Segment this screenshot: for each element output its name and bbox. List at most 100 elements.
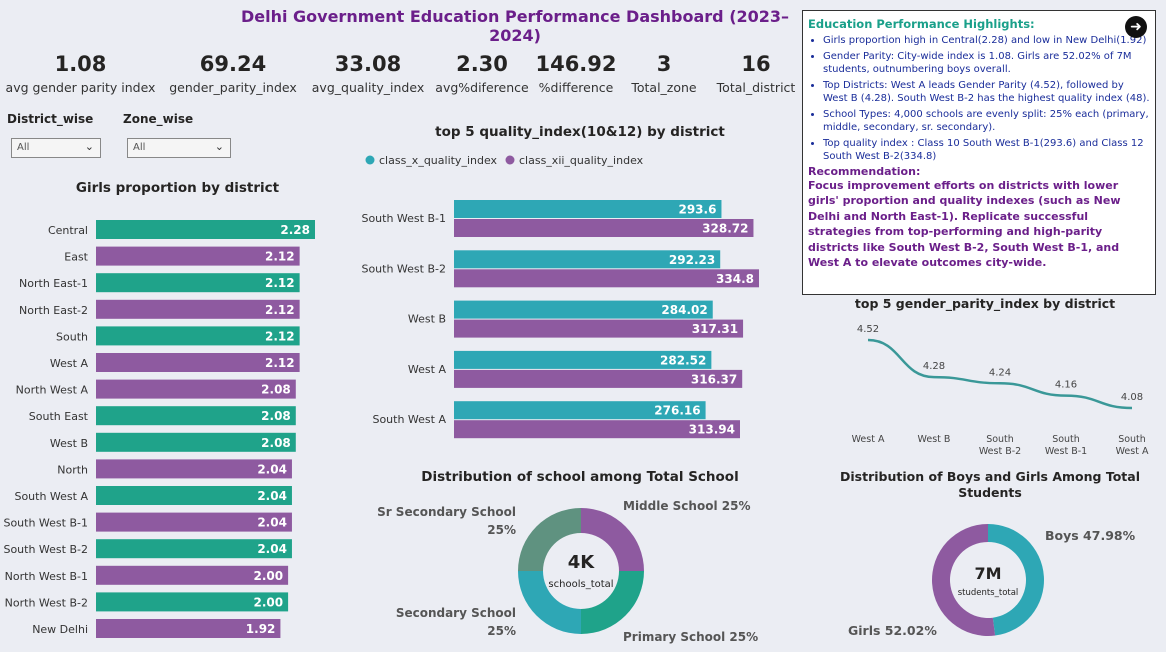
kpi-label: avg gender parity index [5, 80, 156, 95]
highlight-item: School Types: 4,000 schools are evenly s… [823, 108, 1150, 134]
data-label: 2.12 [265, 276, 295, 290]
slice-label: Middle School 25% [623, 499, 750, 513]
category-label: South West A [14, 490, 88, 503]
kpi-total-zone: 3 Total_zone [625, 52, 703, 95]
bar [96, 326, 300, 346]
x-tick-label: South [986, 434, 1014, 445]
bar [96, 246, 300, 266]
category-label: North East-1 [19, 277, 88, 290]
donut-slice [581, 508, 644, 571]
bar [96, 619, 281, 638]
bar [454, 350, 712, 369]
x-tick-label: South [1052, 434, 1080, 445]
x-tick-label: South [1118, 434, 1146, 445]
kpi-value: 33.08 [334, 52, 402, 76]
data-label: 2.04 [257, 542, 287, 556]
x-tick-label: West B-2 [979, 446, 1021, 457]
kpi-avg-quality-index: 33.08 avg_quality_index [308, 52, 428, 95]
bar [96, 512, 292, 532]
data-label: 4.52 [857, 324, 879, 335]
bar [454, 300, 713, 319]
category-label: North West B-1 [5, 570, 88, 583]
data-label: 4.08 [1121, 392, 1143, 403]
data-label: 4.24 [989, 367, 1011, 378]
bar [96, 459, 292, 479]
data-label: 328.72 [702, 222, 748, 236]
donut-slice [518, 508, 581, 571]
donut-slice [581, 571, 644, 634]
bar [96, 299, 300, 319]
data-label: 2.04 [257, 489, 287, 503]
data-label: 2.28 [280, 223, 310, 237]
school-distribution-title: Distribution of school among Total Schoo… [421, 469, 739, 485]
kpi-total-district: 16 Total_district [711, 52, 801, 95]
category-label: South West A [372, 413, 446, 426]
district-slicer-dropdown[interactable]: All ⌄ [11, 138, 101, 158]
category-label: South West B-2 [361, 262, 446, 275]
data-label: 292.23 [669, 253, 715, 267]
data-label: 317.31 [692, 322, 738, 336]
bar [96, 565, 289, 585]
bar [454, 219, 754, 237]
data-label: 2.08 [261, 436, 291, 450]
slice-label: Boys 47.98% [1045, 528, 1136, 543]
data-label: 1.92 [246, 622, 276, 636]
data-label: 2.04 [257, 462, 287, 476]
center-label: schools_total [548, 579, 613, 590]
kpi-label: Total_district [716, 80, 796, 95]
bar [96, 406, 296, 426]
category-label: North [57, 463, 88, 476]
category-label: Central [48, 224, 88, 237]
kpi-value: 16 [741, 52, 771, 76]
slice-label: 25% [487, 523, 516, 537]
data-label: 2.00 [253, 595, 283, 609]
data-label: 2.08 [261, 383, 291, 397]
x-tick-label: West B [918, 434, 951, 445]
legend-marker [505, 155, 515, 165]
bar [454, 420, 740, 439]
data-label: 2.12 [265, 329, 295, 343]
category-label: West B [408, 313, 446, 326]
category-label: South [56, 330, 88, 343]
bar [96, 592, 289, 612]
students-distribution-chart: 7M students_total Boys 47.98% Girls 52.02% [848, 524, 1136, 638]
slice-label: Primary School 25% [623, 630, 758, 644]
data-label: 2.00 [253, 569, 283, 583]
bar [96, 220, 315, 239]
highlights-panel: ➜ Education Performance Highlights: Girl… [802, 10, 1156, 295]
data-label: 2.08 [261, 409, 291, 423]
legend-label: class_x_quality_index [379, 154, 498, 167]
bar [454, 250, 721, 269]
arrow-right-circle-icon[interactable]: ➜ [1125, 16, 1147, 38]
x-tick-label: West A [852, 434, 885, 445]
category-label: North West A [16, 384, 89, 397]
category-label: West A [50, 357, 89, 370]
chevron-down-icon: ⌄ [214, 140, 224, 153]
kpi-avg-gender-parity: 1.08 avg gender parity index [3, 52, 158, 95]
slice-label: Sr Secondary School [377, 505, 516, 519]
category-label: East [64, 251, 88, 264]
data-label: 2.12 [265, 303, 295, 317]
x-tick-label: West A [1116, 446, 1149, 457]
students-distribution-title: Distribution of Boys and Girls Among Tot… [840, 469, 1140, 500]
highlight-item: Gender Parity: City-wide index is 1.08. … [823, 50, 1150, 76]
bar [96, 486, 292, 505]
category-label: South West B-2 [3, 543, 88, 556]
bar [96, 432, 296, 452]
bar [454, 319, 744, 338]
donut-slice [932, 524, 996, 636]
data-label: 282.52 [660, 353, 706, 367]
category-label: South West B-1 [3, 517, 88, 530]
kpi-value: 69.24 [199, 52, 267, 76]
quality-index-title: top 5 quality_index(10&12) by district [435, 124, 725, 140]
kpi-label: %difference [538, 80, 614, 95]
kpi-pct-difference: 146.92 %difference [534, 52, 618, 95]
highlight-item: Top Districts: West A leads Gender Parit… [823, 79, 1150, 105]
kpi-value: 1.08 [54, 52, 107, 76]
category-label: South East [29, 410, 89, 423]
bar [454, 269, 759, 288]
kpi-gender-parity-index: 69.24 gender_parity_index [165, 52, 301, 95]
center-label: students_total [958, 588, 1019, 598]
highlights-title: Education Performance Highlights: [808, 17, 1035, 31]
zone-slicer-dropdown[interactable]: All ⌄ [127, 138, 231, 158]
